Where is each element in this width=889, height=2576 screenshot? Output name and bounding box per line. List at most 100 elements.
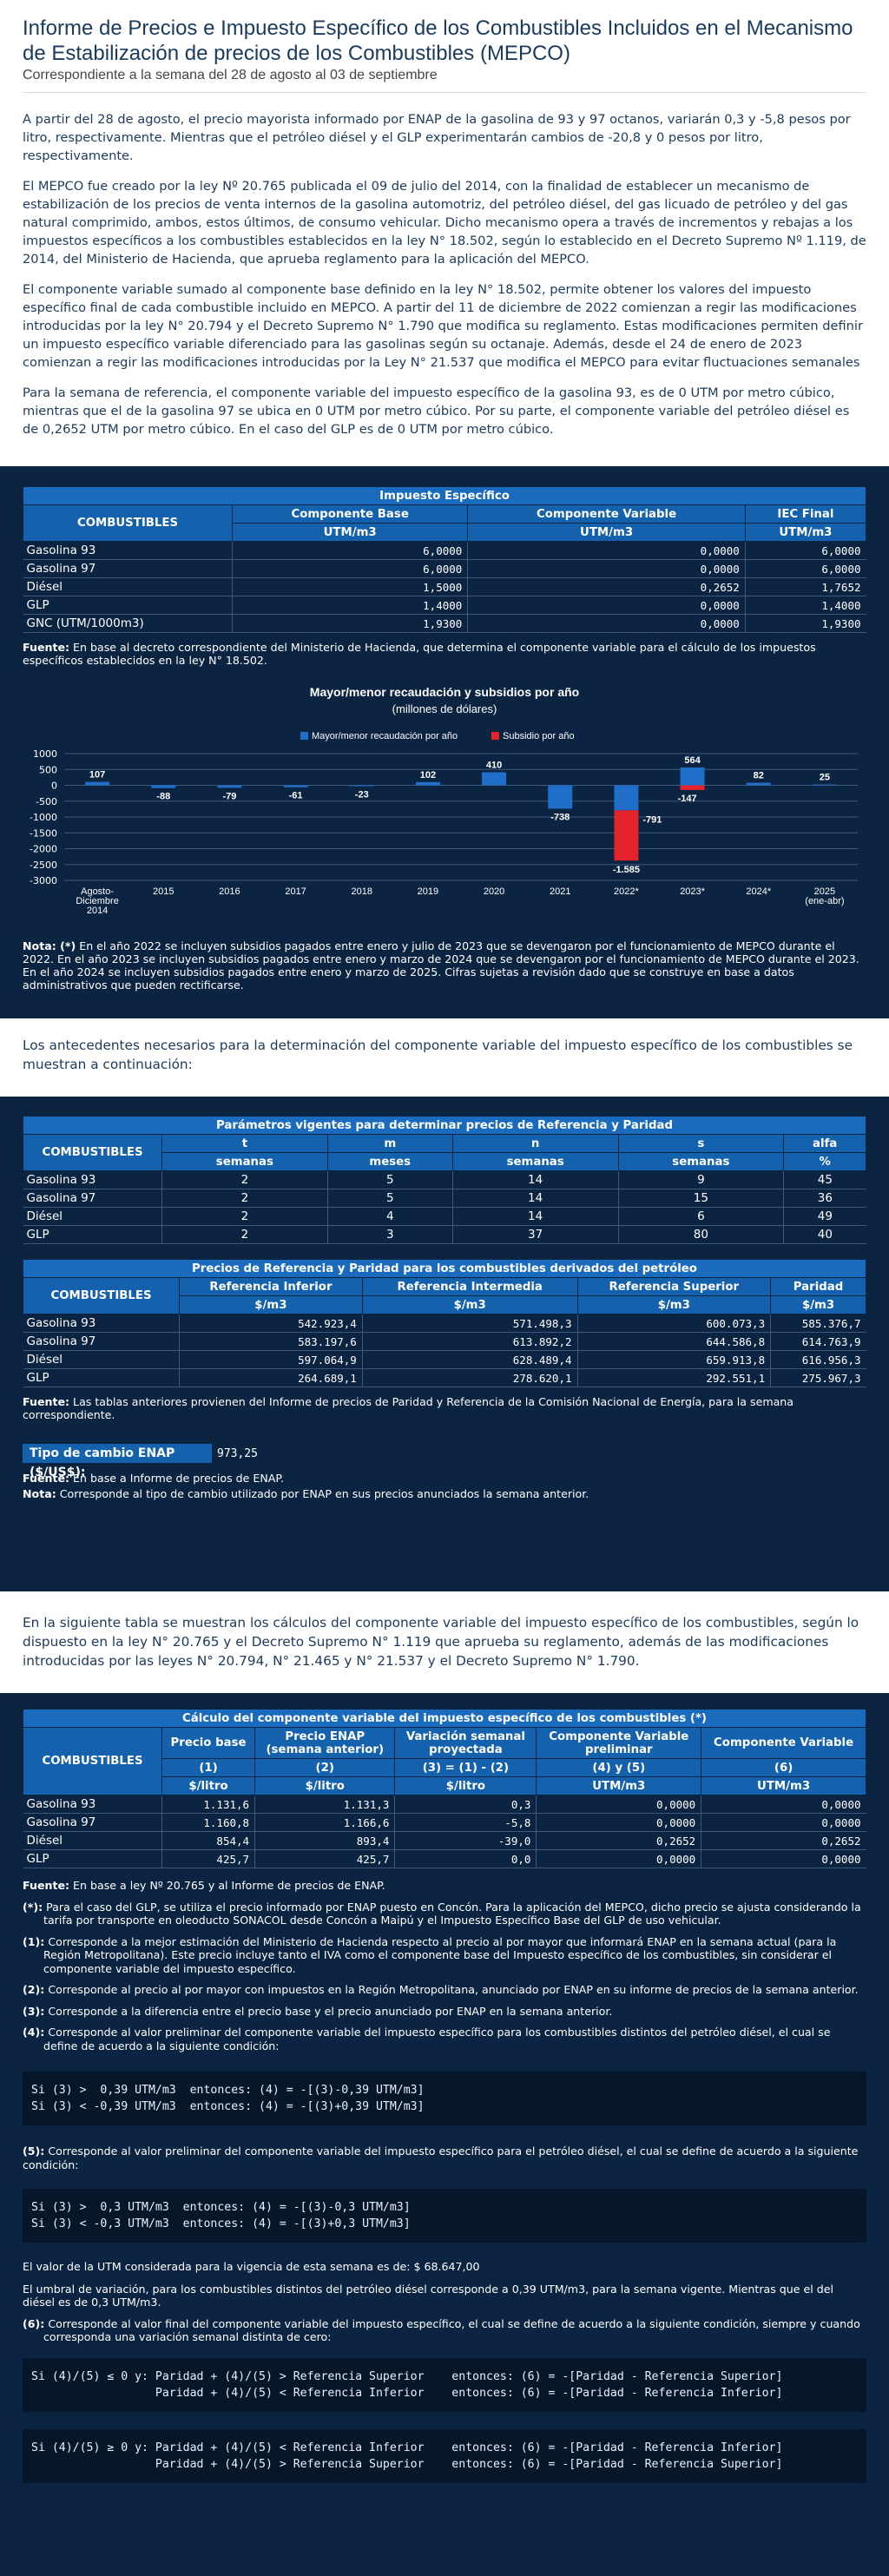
unit-cell: UTM/m3 [744,523,867,542]
reference-prices-table: Precios de Referencia y Paridad para los… [23,1259,866,1387]
note-text: En el año 2022 se incluyen subsidios pag… [23,939,859,992]
data-label: 25 [820,773,830,783]
row-label: GLP [23,1849,162,1868]
note-text: En base a ley Nº 20.765 y al Informe de … [69,1879,385,1892]
footnote-source: Fuente: En base a ley Nº 20.765 y al Inf… [23,1879,866,1893]
tax-table: Impuesto Específico COMBUSTIBLES Compone… [23,486,867,633]
row-label: Gasolina 93 [23,541,233,560]
y-tick-label: -2000 [30,844,57,855]
table-row: Diésel 2 4 14 6 49 [23,1207,866,1226]
unit-cell: $/m3 [576,1295,772,1314]
revenue-chart-svg: Mayor/menor recaudación y subsidios por … [30,685,858,916]
col-header: s [617,1134,785,1153]
formula-block: Si (3) > 0,3 UTM/m3 entonces: (4) = -[(3… [23,2189,866,2243]
col-header: n [451,1134,619,1153]
row-label: Gasolina 93 [23,1170,162,1189]
x-tick-label: 2024* [746,886,771,897]
footnote-item: (6): Corresponde al valor final del comp… [23,2317,866,2344]
cell: 425,7 [161,1849,255,1868]
row-label: GNC (UTM/1000m3) [23,614,233,633]
table-row: Gasolina 93 542.923,4 571.498,3 600.073,3 58… [23,1314,866,1333]
cell: 628.489,4 [361,1350,578,1369]
footnote-item: (1): Corresponde a la mejor estimación d… [23,1935,866,1976]
table-row: Gasolina 93 6,0000 0,0000 6,0000 [23,541,866,560]
x-tick-label: 2016 [219,886,240,897]
page-subtitle: Correspondiente a la semana del 28 de ag… [23,68,866,93]
intro-paragraph-4: Para la semana de referencia, el compone… [23,385,850,437]
cell: 613.892,2 [361,1332,578,1351]
row-label: GLP [23,1368,180,1387]
calculation-section: Cálculo del componente variable del impu… [0,1693,889,2576]
row-label: GLP [23,596,233,615]
unit-cell: $/m3 [361,1295,578,1314]
x-tick-label: Agosto-Diciembre 2014 [76,886,119,916]
unit-cell: semanas [617,1152,785,1171]
cell: 6 [617,1207,784,1226]
x-tick-label: 2022* [614,886,639,897]
note-label: Fuente: [23,1472,70,1485]
row-label: Diésel [23,1207,162,1226]
cell: 616.956,3 [770,1350,866,1369]
row-label: GLP [23,1225,162,1244]
row-label: Diésel [23,577,233,596]
cell: 1,9300 [744,614,866,633]
bar-recaudacion [746,782,771,786]
bar-recaudacion [217,785,242,788]
y-tick-label: -1500 [30,827,57,839]
note-label: Fuente: [23,1395,70,1408]
note-text: Corresponde al tipo de cambio utilizado … [56,1487,589,1500]
table-row: Gasolina 93 1.131,6 1.131,3 0,3 0,0000 0,0000 [23,1795,866,1814]
bar-recaudacion [349,785,374,787]
note-label: Fuente: [23,1879,70,1892]
intro-paragraph-3: El componente variable sumado al compone… [23,282,863,370]
col-header: Componente Variable preliminar [536,1727,702,1759]
row-label: Diésel [23,1350,180,1369]
cell: 6,0000 [744,559,866,578]
data-label: -738 [550,812,570,822]
parameters-intro: Los antecedentes necesarios para la dete… [0,1018,889,1097]
cell: 0,0000 [536,1849,701,1868]
calculation-intro: En la siguiente tabla se muestran los cá… [0,1591,889,1693]
reference-table-note: Fuente: Las tablas anteriores provienen … [23,1395,866,1421]
cell: 275.967,3 [770,1368,866,1387]
col-combustibles: COMBUSTIBLES [23,1134,162,1171]
unit-cell: $/litro [161,1776,256,1795]
data-label: -23 [355,789,369,800]
bar-recaudacion [812,784,837,786]
col-header: Precio ENAP (semana anterior) [254,1727,396,1759]
y-tick-label: -500 [36,796,57,807]
cell: 2 [161,1207,328,1226]
cell: 0,2652 [467,577,746,596]
table-row: GLP 2 3 37 80 40 [23,1225,866,1244]
threshold-text: El umbral de variación, para los combust… [23,2282,833,2309]
data-label: -88 [156,792,170,802]
unit-cell: UTM/m3 [701,1776,866,1795]
note-label: (4): [23,2026,45,2039]
cell: 278.620,1 [361,1368,578,1387]
data-label: 410 [486,761,502,771]
cell: 1.166,6 [254,1813,395,1832]
note-text: Corresponde a la mejor estimación del Mi… [43,1934,837,1975]
y-tick-label: 0 [51,781,57,792]
note-label: Nota: [23,1487,56,1500]
bar-recaudacion [680,767,705,786]
cell: 0,2652 [536,1831,701,1850]
chart-note: Nota: (*) En el año 2022 se incluyen sub… [23,939,866,992]
row-label: Gasolina 97 [23,1332,180,1351]
parameters-section: Parámetros vigentes para determinar prec… [0,1097,889,1591]
y-tick-label: -1000 [30,812,57,823]
table-row: Diésel 854,4 893,4 -39,0 0,2652 0,2652 [23,1831,866,1850]
parameters-intro-text: Los antecedentes necesarios para la dete… [23,1038,853,1072]
cell: 6,0000 [231,559,468,578]
data-label: 107 [89,770,105,781]
cell: 264.689,1 [179,1368,363,1387]
data-label: -147 [678,794,697,804]
table-row: Gasolina 93 2 5 14 9 45 [23,1170,866,1189]
formula-cell: (4) y (5) [536,1758,702,1777]
x-tick-label: 2015 [153,886,174,897]
y-tick-label: -3000 [30,875,57,886]
exchange-rate: Tipo de cambio ENAP ($/US$): 973,25 [23,1444,866,1479]
note-text: En base al decreto correspondiente del M… [23,641,816,667]
cell: 9 [617,1170,784,1189]
table-row: GLP 264.689,1 278.620,1 292.551,1 275.967,3 [23,1368,866,1387]
